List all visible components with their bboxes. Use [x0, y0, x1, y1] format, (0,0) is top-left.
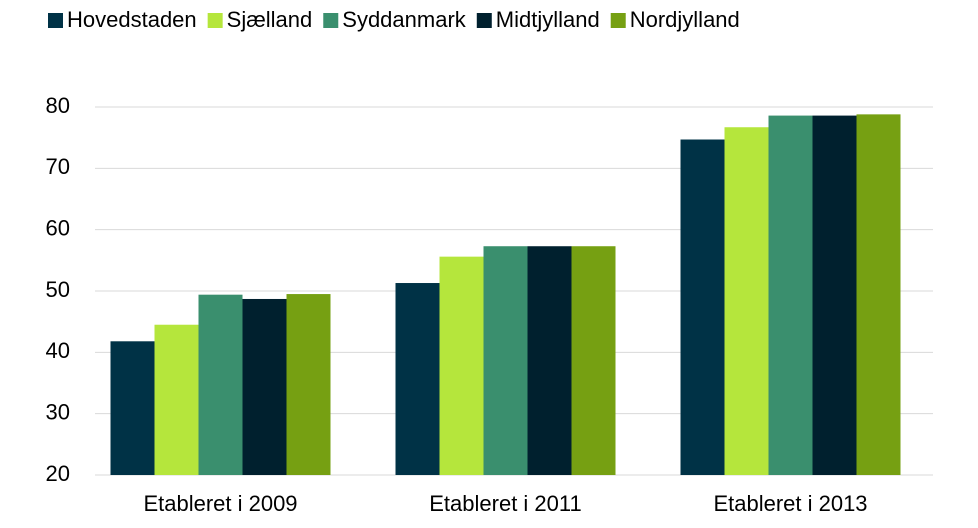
bar [768, 115, 813, 475]
legend-label: Syddanmark [342, 7, 467, 32]
y-tick-label: 80 [46, 93, 70, 118]
legend-label: Sjælland [227, 7, 313, 32]
bar [812, 115, 857, 475]
bar [154, 324, 199, 475]
bar [680, 139, 725, 476]
legend-label: Midtjylland [496, 7, 600, 32]
y-tick-label: 50 [46, 277, 70, 302]
y-tick-label: 20 [46, 461, 70, 486]
y-tick-label: 40 [46, 338, 70, 363]
legend-label: Nordjylland [630, 7, 740, 32]
x-tick-label: Etableret i 2009 [143, 491, 297, 516]
bar [242, 298, 287, 475]
legend-swatch [48, 13, 63, 28]
legend-swatch [476, 13, 492, 28]
legend-label: Hovedstaden [67, 7, 197, 32]
bar [286, 294, 331, 475]
bar [724, 127, 769, 476]
legend-swatch [207, 13, 223, 28]
y-tick-label: 70 [46, 154, 70, 179]
bar [395, 283, 440, 475]
bar [439, 256, 484, 475]
bar [571, 246, 616, 475]
y-tick-label: 60 [46, 215, 70, 240]
x-tick-label: Etableret i 2013 [713, 491, 867, 516]
legend-swatch [323, 13, 339, 28]
bar [856, 114, 901, 476]
x-tick-label: Etableret i 2011 [429, 491, 581, 516]
y-tick-label: 30 [46, 399, 70, 424]
bar [527, 246, 572, 475]
legend-swatch [610, 13, 626, 28]
bar [483, 246, 528, 475]
bar [110, 341, 155, 475]
bar [198, 294, 243, 475]
